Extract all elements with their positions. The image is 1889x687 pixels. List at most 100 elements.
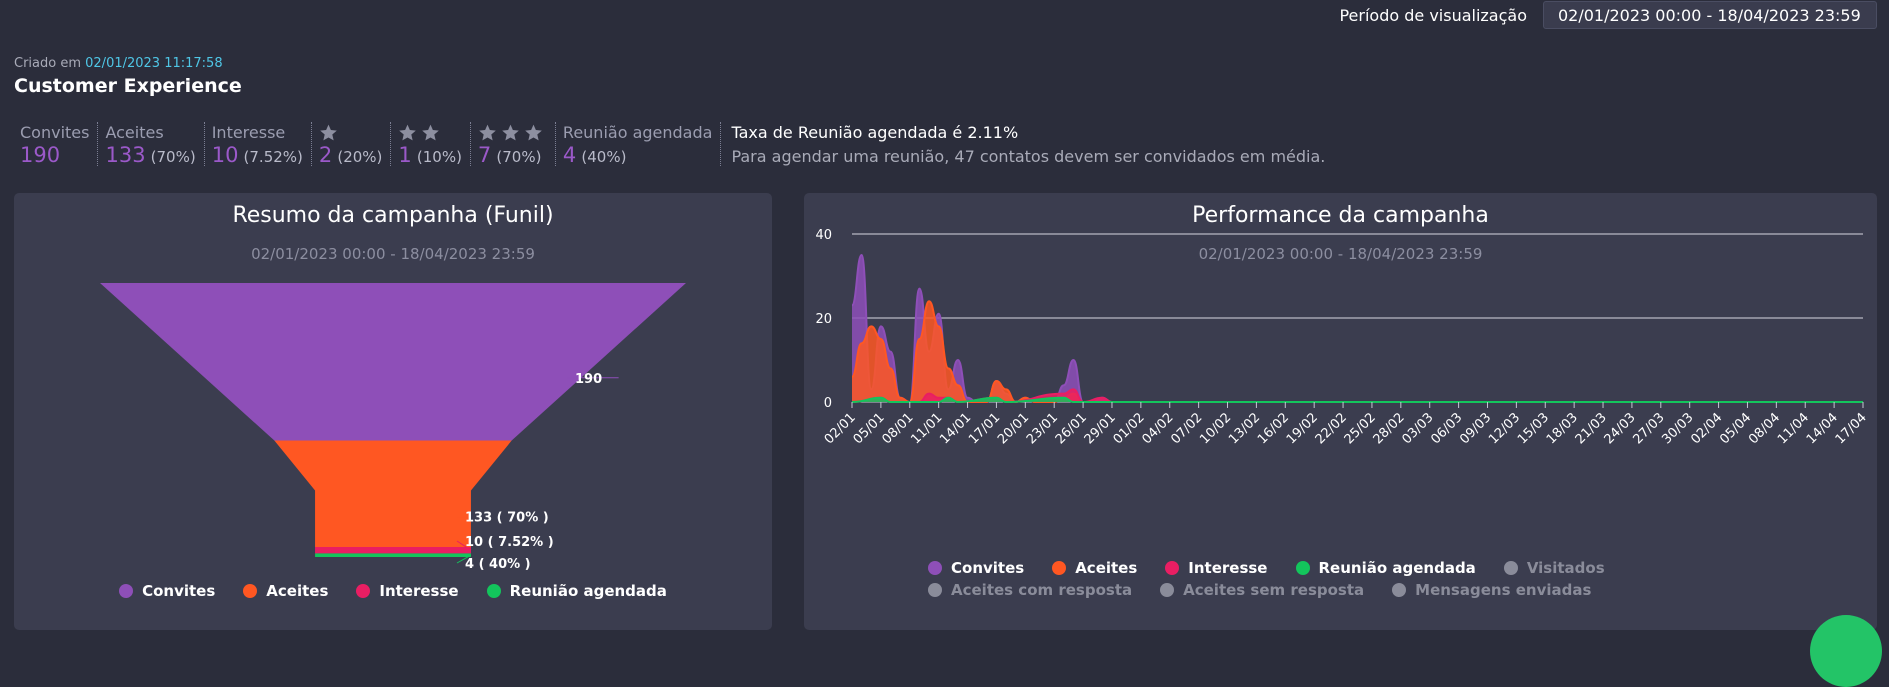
x-tick-label: 21/03 [1573, 410, 1610, 447]
star-icon [525, 124, 542, 140]
legend-dot [1165, 561, 1180, 575]
x-tick-label: 01/02 [1111, 410, 1148, 447]
legend-item-aceites-com-resposta[interactable]: Aceites com resposta [928, 579, 1132, 601]
stats-row: Convites 190 Aceites 133 (70%) Interesse… [14, 122, 1326, 167]
legend-dot [1052, 561, 1067, 575]
legend-dot [119, 584, 134, 598]
stat-three-stars: 7 (70%) [471, 122, 556, 167]
stat-value: 4 [562, 143, 577, 167]
legend-label: Visitados [1526, 559, 1605, 577]
legend-item-reuniao[interactable]: Reunião agendada [486, 580, 667, 602]
x-tick-label: 20/01 [995, 410, 1032, 447]
stat-pct: (7.52%) [243, 148, 303, 166]
funnel-subtitle: 02/01/2023 00:00 - 18/04/2023 23:59 [251, 245, 535, 263]
star-icon [479, 124, 496, 140]
funnel-title: Resumo da campanha (Funil) [232, 203, 554, 228]
x-tick-label: 25/02 [1342, 410, 1379, 447]
period-label: Período de visualização [1339, 5, 1527, 25]
legend-label: Aceites [1075, 559, 1138, 577]
performance-legend: Convites Aceites Interesse Reunião agend… [914, 557, 1774, 601]
x-tick-label: 16/02 [1255, 410, 1292, 447]
funnel-data-label: 4 ( 40% ) [465, 557, 531, 572]
stat-label: Aceites [105, 122, 164, 142]
stat-pct: (20%) [337, 148, 383, 166]
meeting-rate: Taxa de Reunião agendada é 2.11% Para ag… [721, 122, 1326, 167]
chat-button[interactable] [1810, 615, 1882, 687]
legend-label: Interesse [379, 582, 459, 600]
legend-item-aceites[interactable]: Aceites [1052, 557, 1137, 579]
x-tick-label: 19/02 [1284, 410, 1321, 447]
stat-convites: Convites 190 [14, 122, 99, 167]
legend-label: Interesse [1188, 559, 1268, 577]
stat-one-star: 2 (20%) [312, 122, 392, 167]
legend-label: Aceites sem resposta [1183, 581, 1365, 599]
legend-label: Mensagens enviadas [1415, 581, 1592, 599]
x-tick-label: 22/02 [1313, 410, 1350, 447]
funnel-legend: Convites Aceites Interesse Reunião agend… [14, 580, 772, 602]
legend-label: Aceites com resposta [951, 581, 1133, 599]
stat-interesse: Interesse 10 (7.52%) [205, 122, 312, 167]
series-area-reunião-agendada[interactable] [852, 397, 1863, 402]
legend-item-visitados[interactable]: Visitados [1503, 557, 1605, 579]
series-area-aceites[interactable] [852, 301, 1863, 402]
x-tick-label: 10/02 [1197, 410, 1234, 447]
created-prefix: Criado em [14, 56, 81, 71]
legend-item-aceites-sem-resposta[interactable]: Aceites sem resposta [1160, 579, 1364, 601]
stat-reuniao: Reunião agendada 4 (40%) [556, 122, 722, 167]
x-tick-label: 03/03 [1399, 410, 1436, 447]
funnel-label-line [456, 554, 472, 564]
meeting-rate-title: Taxa de Reunião agendada é 2.11% [731, 122, 1019, 142]
x-tick-label: 14/01 [937, 410, 974, 447]
star-rating-3 [478, 122, 547, 142]
x-tick-label: 05/04 [1717, 410, 1754, 447]
legend-item-mensagens-enviadas[interactable]: Mensagens enviadas [1392, 579, 1591, 601]
legend-item-convites[interactable]: Convites [928, 557, 1024, 579]
x-tick-label: 04/02 [1139, 410, 1176, 447]
x-tick-label: 02/04 [1688, 410, 1725, 447]
legend-label: Reunião agendada [1318, 559, 1476, 577]
star-icon [320, 124, 337, 140]
legend-dot [1392, 583, 1407, 597]
stat-value: 10 [211, 143, 239, 167]
legend-item-interesse[interactable]: Interesse [1165, 557, 1268, 579]
x-tick-label: 06/03 [1428, 410, 1465, 447]
legend-item-aceites[interactable]: Aceites [243, 580, 328, 602]
x-tick-label: 12/03 [1486, 410, 1523, 447]
star-icon [422, 124, 440, 140]
x-tick-label: 17/04 [1833, 410, 1870, 447]
legend-item-convites[interactable]: Convites [119, 580, 215, 602]
legend-dot [356, 584, 371, 598]
meeting-rate-text: Para agendar uma reunião, 47 contatos de… [731, 147, 1326, 166]
campaign-header: Criado em 02/01/2023 11:17:58 Customer E… [14, 56, 242, 97]
x-tick-label: 14/04 [1804, 410, 1841, 447]
stat-label: Interesse [211, 122, 286, 142]
funnel-chart: 190 133 ( 70% ) 10 ( 7.52% ) 4 ( 40% ) [100, 283, 686, 572]
stat-value: 190 [20, 143, 61, 167]
series-area-convites[interactable] [852, 255, 1863, 402]
legend-dot [243, 584, 258, 598]
x-tick-label: 08/01 [879, 410, 916, 447]
stat-pct: (70%) [496, 148, 542, 166]
created-date: 02/01/2023 11:17:58 [85, 56, 223, 71]
star-icon [399, 124, 417, 140]
stat-value: 1 [398, 143, 412, 167]
legend-item-reuniao[interactable]: Reunião agendada [1295, 557, 1476, 579]
funnel-segment-convites[interactable] [100, 283, 686, 441]
campaign-title: Customer Experience [14, 75, 242, 97]
stat-pct: (10%) [416, 148, 462, 166]
funnel-segment-reuniao[interactable] [315, 553, 471, 557]
period-date-input[interactable] [1543, 1, 1877, 29]
series-line-convites [851, 253, 1863, 404]
legend-label: Convites [951, 559, 1025, 577]
x-tick-label: 17/01 [966, 410, 1003, 447]
legend-item-interesse[interactable]: Interesse [356, 580, 459, 602]
stat-value: 133 [105, 143, 146, 167]
x-tick-label: 27/03 [1631, 410, 1668, 447]
funnel-segment-aceites[interactable] [274, 440, 512, 547]
funnel-segment-interesse[interactable] [315, 547, 471, 554]
performance-title: Performance da campanha [1192, 203, 1489, 228]
x-tick-label: 13/02 [1226, 410, 1263, 447]
star-icon [502, 124, 519, 140]
x-tick-label: 23/01 [1024, 410, 1061, 447]
legend-dot [1295, 561, 1310, 575]
